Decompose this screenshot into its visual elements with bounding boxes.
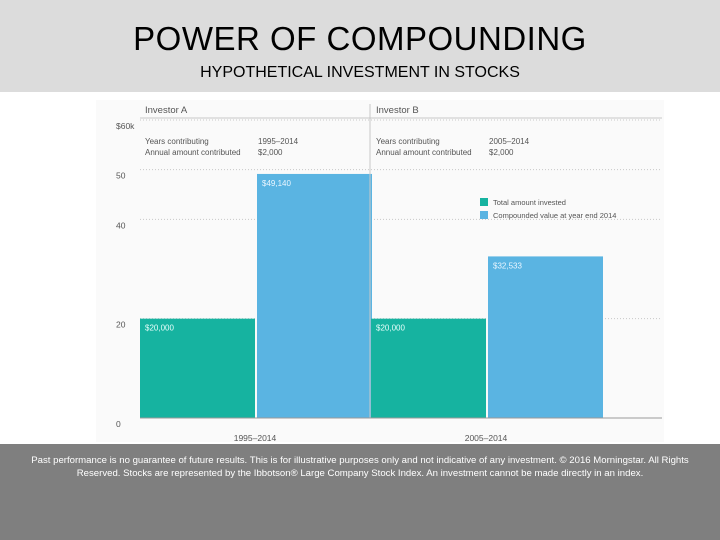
investor-name: Investor B	[376, 105, 419, 116]
x-tick-label: 1995–2014	[234, 433, 277, 443]
disclaimer-text: Past performance is no guarantee of futu…	[31, 455, 689, 479]
page-subtitle: HYPOTHETICAL INVESTMENT IN STOCKS	[200, 64, 520, 81]
y-tick-label: 20	[116, 320, 126, 330]
legend-swatch-compounded	[480, 211, 488, 219]
investor-name: Investor A	[145, 105, 188, 116]
bar-label-compounded: $32,533	[493, 261, 522, 270]
x-tick-label: 2005–2014	[465, 433, 508, 443]
legend-label-compounded: Compounded value at year end 2014	[493, 211, 616, 220]
bar-total-invested	[371, 318, 486, 418]
legend-label-invested: Total amount invested	[493, 198, 566, 207]
y-tick-label: 0	[116, 419, 121, 429]
years-value: 1995–2014	[258, 137, 299, 146]
years-contributing-label: Years contributing	[145, 137, 209, 146]
annual-amount-label: Annual amount contributed	[145, 148, 241, 157]
annual-amount-label: Annual amount contributed	[376, 148, 472, 157]
amount-value: $2,000	[258, 148, 283, 157]
bar-compounded-value	[257, 173, 372, 418]
years-value: 2005–2014	[489, 137, 530, 146]
y-tick-label: $60k	[116, 121, 135, 131]
y-tick-label: 50	[116, 171, 126, 181]
y-tick-label: 40	[116, 220, 126, 230]
amount-value: $2,000	[489, 148, 514, 157]
bar-compounded-value	[488, 256, 603, 418]
years-contributing-label: Years contributing	[376, 137, 440, 146]
compounding-bar-chart: $60k 50 40 20 0 Investor A Years contributing A…	[116, 104, 662, 443]
bar-label-compounded: $49,140	[262, 179, 291, 188]
legend-swatch-invested	[480, 198, 488, 206]
bar-label-invested: $20,000	[376, 324, 405, 333]
page-title: POWER OF COMPOUNDING	[133, 20, 587, 57]
footer-banner: Past performance is no guarantee of futu…	[0, 444, 720, 540]
header-banner: POWER OF COMPOUNDING HYPOTHETICAL INVEST…	[0, 0, 720, 92]
bar-total-invested	[140, 318, 255, 418]
bar-label-invested: $20,000	[145, 324, 174, 333]
